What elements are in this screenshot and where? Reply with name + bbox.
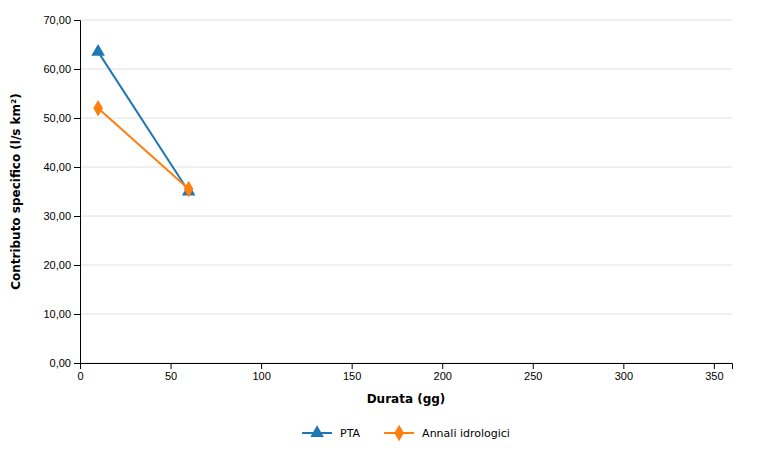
y-axis: 0,00 10,00 20,00 30,00 40,00 50,00 60,00 70,00 [43,14,80,369]
grid-line [80,118,732,119]
x-tick-mark [623,363,624,369]
y-tick-label: 40,00 [43,161,71,173]
legend: PTA Annali idrologici [302,425,510,442]
x-tick-label: 150 [343,370,361,382]
x-tick-label: 350 [705,370,723,382]
x-tick-label: 50 [165,370,177,382]
y-tick-label: 0,00 [50,357,71,369]
x-tick-label: 100 [252,370,270,382]
x-tick-label: 200 [434,370,452,382]
grid-line [80,69,732,70]
grid-line [80,265,732,266]
legend-item: PTA [302,425,360,440]
y-tick-mark [74,20,80,21]
legend-marker [394,425,404,442]
y-tick: 70,00 [43,14,80,26]
x-tick-mark [714,363,715,369]
y-tick-mark [74,118,80,119]
series-group [91,44,195,197]
legend-item: Annali idrologici [384,425,510,442]
y-tick-label: 50,00 [43,112,71,124]
y-tick: 20,00 [43,259,80,271]
legend-marker [310,425,324,437]
y-tick: 10,00 [43,308,80,320]
x-axis: 0 50 100 150 200 250 300 350 [77,363,732,382]
y-tick: 50,00 [43,112,80,124]
y-tick-mark [74,265,80,266]
x-tick-mark [261,363,262,369]
y-tick-label: 30,00 [43,210,71,222]
y-tick-label: 20,00 [43,259,71,271]
series-line [98,52,189,192]
x-tick-label: 250 [524,370,542,382]
y-tick-mark [74,363,80,364]
y-axis-title: Contributo specifico (l/s km²) [9,93,23,290]
x-tick-label: 0 [77,370,83,382]
series-marker [184,181,194,198]
y-tick-mark [74,314,80,315]
y-tick-label: 70,00 [43,14,71,26]
y-tick: 0,00 [50,357,80,369]
grid-line [80,20,732,21]
x-tick-mark [352,363,353,369]
y-tick-mark [74,216,80,217]
y-tick-mark [74,167,80,168]
y-tick-label: 10,00 [43,308,71,320]
x-tick: 300 [615,363,633,382]
legend-label: Annali idrologici [422,427,510,440]
x-tick-label: 300 [615,370,633,382]
x-axis-line [81,364,733,370]
y-tick: 60,00 [43,63,80,75]
x-tick-mark [533,363,534,369]
x-tick: 250 [524,363,542,382]
grid-line [80,314,732,315]
y-axis-line [74,21,81,364]
x-tick: 350 [705,363,723,382]
series-line [98,108,189,189]
series-marker [93,100,103,117]
y-tick: 30,00 [43,210,80,222]
x-tick: 100 [252,363,270,382]
legend-label: PTA [340,427,360,440]
chart: 0 50 100 150 200 250 300 350 0,00 10,00 20,00 30,00… [0,0,762,458]
grid [80,20,732,363]
x-tick: 200 [434,363,452,382]
plot: 0 50 100 150 200 250 300 350 0,00 10,00 20,00 30,00… [9,14,733,406]
series-marker [91,44,105,56]
y-tick-label: 60,00 [43,63,71,75]
grid-line [80,167,732,168]
grid-line [80,216,732,217]
x-tick: 0 [77,363,83,382]
y-tick: 40,00 [43,161,80,173]
x-tick-mark [442,363,443,369]
x-axis-title: Durata (gg) [367,392,446,406]
x-tick-mark [171,363,172,369]
x-tick: 150 [343,363,361,382]
y-tick-mark [74,69,80,70]
x-tick: 50 [165,363,177,382]
